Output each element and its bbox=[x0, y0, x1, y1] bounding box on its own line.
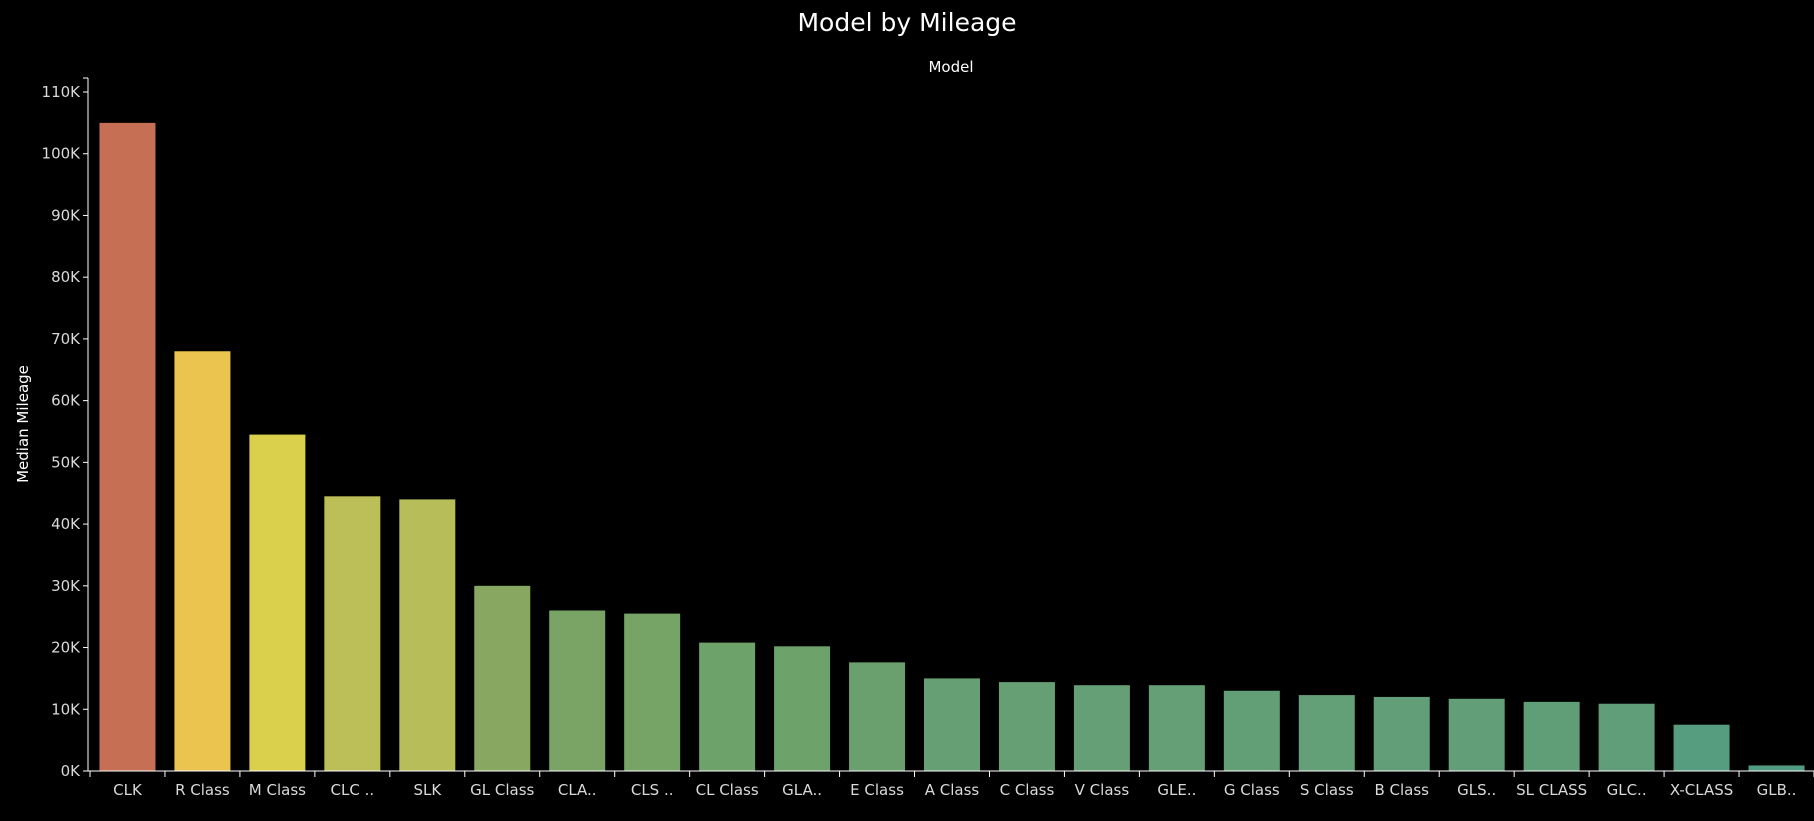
bar-4[interactable] bbox=[324, 496, 381, 771]
x-tick-label: SLK bbox=[413, 781, 442, 799]
x-tick-label: X-CLASS bbox=[1670, 781, 1733, 799]
bar-6[interactable] bbox=[474, 585, 531, 771]
bar-18[interactable] bbox=[1373, 696, 1430, 771]
x-tick-label: GLC.. bbox=[1607, 781, 1647, 799]
bar-22[interactable] bbox=[1673, 724, 1730, 771]
x-tick-label: E Class bbox=[850, 781, 904, 799]
bar-10[interactable] bbox=[774, 646, 831, 771]
bar-3[interactable] bbox=[249, 434, 306, 771]
bar-2[interactable] bbox=[174, 351, 231, 771]
y-tick-label: 70K bbox=[51, 330, 81, 348]
y-tick-label: 60K bbox=[51, 392, 81, 410]
x-tick-label: GLE.. bbox=[1157, 781, 1196, 799]
y-tick-label: 40K bbox=[51, 515, 81, 533]
bar-20[interactable] bbox=[1523, 701, 1580, 771]
bar-1[interactable] bbox=[99, 122, 156, 771]
x-tick-label: GLB.. bbox=[1757, 781, 1797, 799]
bar-8[interactable] bbox=[624, 613, 681, 771]
x-tick-label: CL Class bbox=[696, 781, 759, 799]
x-tick-label: CLA.. bbox=[558, 781, 597, 799]
bar-23[interactable] bbox=[1748, 765, 1805, 771]
y-tick-label: 30K bbox=[51, 577, 81, 595]
bar-7[interactable] bbox=[549, 610, 606, 771]
chart-title: Model by Mileage bbox=[797, 8, 1017, 37]
bar-13[interactable] bbox=[998, 682, 1055, 771]
x-tick-label: A Class bbox=[925, 781, 980, 799]
bar-12[interactable] bbox=[924, 678, 980, 771]
bar-19[interactable] bbox=[1448, 698, 1505, 771]
x-axis: CLK R Class M Class CLC .. SLK GL Class CLA.. C… bbox=[88, 770, 1814, 799]
y-tick-label: 100K bbox=[42, 145, 82, 163]
y-axis: 0K 10K 20K 30K 40K 50K 60K 70K 80K 90K 100K 110K bbox=[42, 77, 89, 780]
x-tick-label: CLK bbox=[113, 781, 143, 799]
x-tick-label: GLA.. bbox=[782, 781, 822, 799]
y-tick-label: 80K bbox=[51, 268, 81, 286]
x-tick-label: SL CLASS bbox=[1516, 781, 1587, 799]
bar-17[interactable] bbox=[1298, 695, 1355, 771]
y-tick-label: 110K bbox=[42, 83, 82, 101]
bar-21[interactable] bbox=[1598, 703, 1655, 771]
x-tick-label: G Class bbox=[1224, 781, 1280, 799]
y-tick-label: 50K bbox=[51, 453, 81, 471]
x-tick-label: M Class bbox=[249, 781, 306, 799]
bar-5[interactable] bbox=[399, 499, 456, 771]
y-tick-label: 20K bbox=[51, 639, 81, 657]
bar-9[interactable] bbox=[699, 642, 756, 771]
x-tick-label: GL Class bbox=[470, 781, 534, 799]
x-tick-label: R Class bbox=[175, 781, 230, 799]
x-tick-label: CLS .. bbox=[631, 781, 674, 799]
bar-15[interactable] bbox=[1148, 685, 1205, 771]
y-tick-label: 0K bbox=[61, 762, 82, 780]
column-header: Model bbox=[928, 58, 974, 76]
bar-11[interactable] bbox=[849, 662, 906, 771]
x-tick-label: C Class bbox=[1000, 781, 1055, 799]
x-tick-label: S Class bbox=[1300, 781, 1354, 799]
bars bbox=[99, 122, 1805, 771]
x-tick-label: V Class bbox=[1075, 781, 1130, 799]
y-tick-label: 90K bbox=[51, 206, 81, 224]
x-tick-label: GLS.. bbox=[1457, 781, 1496, 799]
bar-16[interactable] bbox=[1223, 690, 1280, 771]
x-tick-label: CLC .. bbox=[331, 781, 375, 799]
x-tick-label: B Class bbox=[1374, 781, 1429, 799]
y-tick-label: 10K bbox=[51, 700, 81, 718]
bar-14[interactable] bbox=[1073, 685, 1130, 771]
